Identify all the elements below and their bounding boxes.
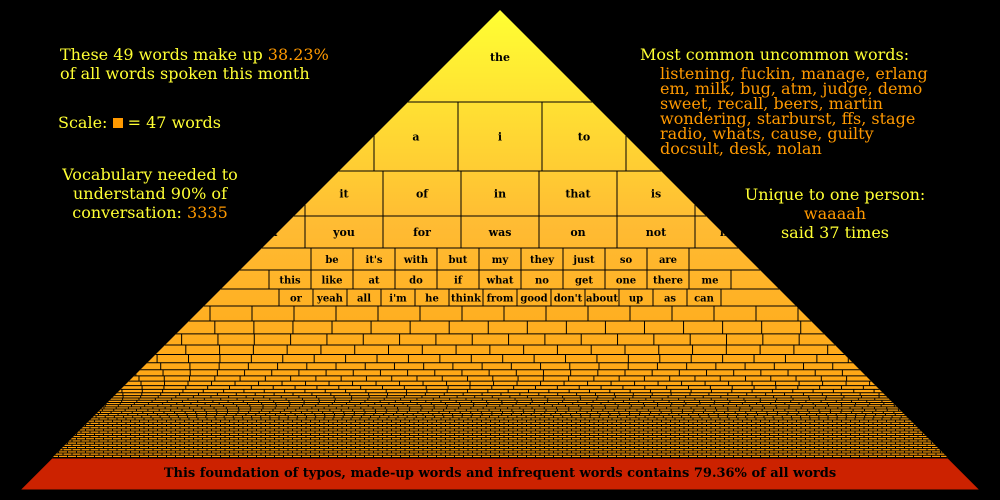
pyramid-word: and (255, 226, 278, 239)
pyramid-word: from (487, 294, 514, 305)
pyramid-word: for (413, 226, 431, 239)
pyramid-word: they (530, 255, 555, 266)
pyramid-word: but (449, 255, 468, 266)
pyramid-word: i (498, 131, 502, 144)
pyramid-word: about (586, 294, 618, 305)
pyramid-word: what (486, 276, 514, 287)
uncommon-words-line: sweet, recall, beers, martin (660, 94, 883, 113)
unique-title: Unique to one person: (744, 185, 926, 204)
pyramid-word: don't (554, 294, 583, 305)
unique-section: Unique to one person: waaaah said 37 tim… (720, 185, 950, 242)
summary-percent: 38.23% (267, 45, 329, 64)
pyramid-word: it (339, 188, 349, 201)
pyramid-word: up (629, 294, 643, 305)
pyramid-word: he (425, 294, 439, 305)
pyramid-word: be (325, 255, 338, 266)
scale-label: Scale: (58, 113, 108, 132)
foundation-label: This foundation of typos, made-up words … (164, 466, 836, 481)
pyramid-word: on (570, 226, 585, 239)
pyramid-word: like (322, 276, 343, 287)
uncommon-words-line: docsult, desk, nolan (660, 139, 822, 158)
scale-value: = 47 words (127, 113, 221, 132)
pyramid-word: of (416, 188, 429, 201)
pyramid-word: just (572, 255, 595, 266)
pyramid-foundation (18, 457, 982, 491)
pyramid-word: at (368, 276, 379, 287)
pyramid-word: get (575, 276, 593, 287)
pyramid-word: all (357, 294, 371, 305)
unique-count: said 37 times (780, 223, 890, 242)
pyramid-word: one (616, 276, 636, 287)
vocab-line-1: Vocabulary needed to (62, 165, 238, 184)
pyramid-word: the (490, 51, 510, 64)
uncommon-words-line: em, milk, bug, atm, judge, demo (660, 79, 923, 98)
uncommon-words-line: radio, whats, cause, guilty (660, 124, 874, 143)
pyramid-word: if (454, 276, 463, 287)
pyramid-word: do (409, 276, 423, 287)
pyramid-word: that (565, 188, 591, 201)
pyramid-word: i'm (389, 294, 407, 305)
uncommon-words-list: listening, fuckin, manage, erlang em, mil… (660, 64, 990, 158)
pyramid-word: so (620, 255, 633, 266)
pyramid-word: good (520, 294, 547, 305)
pyramid-word: with (403, 255, 429, 266)
pyramid-word: this (279, 276, 301, 287)
summary-prefix: These 49 words make up (60, 45, 263, 64)
pyramid-word: is (651, 188, 661, 201)
uncommon-title: Most common uncommon words: (640, 45, 910, 64)
vocab-line-3: conversation: (72, 203, 182, 222)
pyramid-word: there (653, 276, 683, 287)
vocab-line-2: understand 90% of (73, 184, 227, 203)
pyramid-word: not (646, 226, 667, 239)
uncommon-words-line: listening, fuckin, manage, erlang (660, 64, 928, 83)
pyramid-word: or (290, 294, 303, 305)
pyramid-word: think (451, 294, 482, 305)
pyramid-word: can (694, 294, 715, 305)
vocab-text: Vocabulary needed to understand 90% of c… (50, 165, 250, 222)
pyramid-word: are (659, 255, 677, 266)
pyramid-word: in (494, 188, 506, 201)
unique-word: waaaah (803, 204, 867, 223)
pyramid-word: me (702, 276, 719, 287)
pyramid-word: yeah (316, 294, 344, 305)
pyramid-word: as (664, 294, 676, 305)
pyramid-word: my (492, 255, 510, 266)
scale-square-icon (112, 118, 123, 128)
vocab-value: 3335 (187, 203, 228, 222)
summary-suffix: of all words spoken this month (60, 64, 310, 83)
pyramid-word: you (332, 226, 355, 239)
uncommon-words-line: wondering, starburst, ffs, stage (660, 109, 916, 128)
pyramid-word: it's (365, 255, 382, 266)
summary-text: These 49 words make up 38.23% of all wor… (60, 45, 380, 83)
pyramid-word: was (488, 226, 512, 239)
pyramid-word: no (535, 276, 549, 287)
scale-legend: Scale: = 47 words (58, 113, 278, 132)
pyramid-word: a (412, 131, 419, 144)
pyramid-word: to (578, 131, 590, 144)
